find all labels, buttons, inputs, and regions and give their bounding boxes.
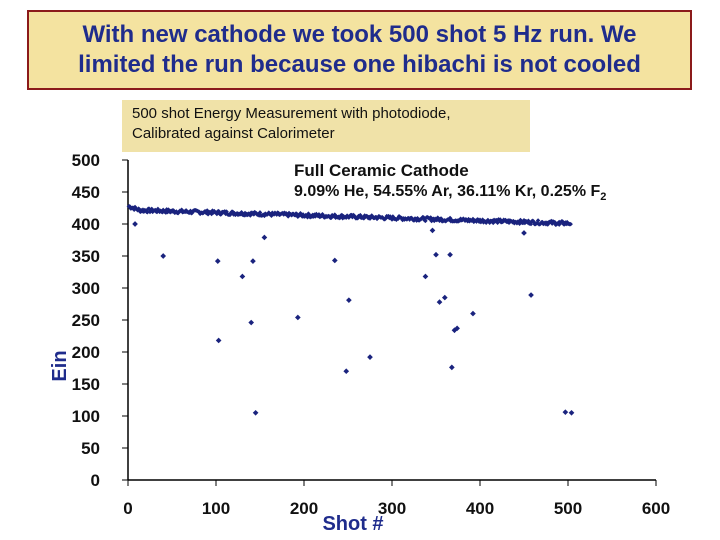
outlier-point bbox=[429, 227, 436, 234]
outlier-point bbox=[422, 273, 429, 280]
y-tick-label: 350 bbox=[72, 247, 100, 266]
outlier-point bbox=[331, 257, 338, 264]
caption-line-2: Calibrated against Calorimeter bbox=[132, 125, 335, 142]
outlier-point bbox=[449, 364, 455, 371]
x-tick-label: 100 bbox=[202, 499, 230, 518]
main-energy-series bbox=[126, 204, 573, 228]
outlier-point bbox=[528, 292, 534, 298]
outlier-point bbox=[454, 325, 460, 332]
y-tick-label: 300 bbox=[72, 279, 100, 298]
y-axis-label: Ein bbox=[49, 350, 71, 381]
x-tick-label: 600 bbox=[642, 499, 670, 518]
chart-ticks: 0 50 100 150 200 250 300 350 400 450 500 0 100 200 300… bbox=[72, 151, 671, 518]
y-tick-label: 500 bbox=[72, 151, 100, 170]
y-tick-label: 100 bbox=[72, 407, 100, 426]
outlier-point bbox=[160, 253, 167, 259]
outlier-point bbox=[346, 297, 352, 303]
slide-title: With new cathode we took 500 shot 5 Hz r… bbox=[27, 10, 692, 90]
outlier-point bbox=[250, 258, 256, 264]
slide-title-line-1: With new cathode we took 500 shot 5 Hz r… bbox=[82, 21, 637, 48]
outlier-point bbox=[441, 294, 448, 301]
y-tick-label: 150 bbox=[72, 375, 100, 394]
x-tick-label: 400 bbox=[466, 499, 494, 518]
outlier-point bbox=[470, 310, 476, 317]
annotation-cathode: Full Ceramic Cathode bbox=[294, 161, 469, 180]
outlier-point bbox=[132, 221, 138, 227]
outlier-point bbox=[248, 319, 255, 326]
outlier-point bbox=[447, 251, 453, 258]
outlier-point bbox=[343, 368, 350, 375]
chart-axes bbox=[127, 160, 656, 481]
outlier-point bbox=[562, 409, 569, 415]
outlier-point bbox=[568, 409, 575, 416]
outlier-point bbox=[252, 409, 259, 416]
outlier-point bbox=[261, 234, 268, 241]
x-tick-label: 500 bbox=[554, 499, 582, 518]
x-tick-label: 200 bbox=[290, 499, 318, 518]
x-tick-label: 0 bbox=[123, 499, 132, 518]
annotation-gas-mix: 9.09% He, 54.55% Ar, 36.11% Kr, 0.25% F2 bbox=[294, 183, 606, 203]
outlier-point bbox=[239, 273, 246, 280]
annotation-gas-mix-text: 9.09% He, 54.55% Ar, 36.11% Kr, 0.25% F bbox=[294, 183, 600, 200]
slide-title-line-2: limited the run because one hibachi is n… bbox=[78, 51, 641, 78]
measurement-caption: 500 shot Energy Measurement with photodi… bbox=[122, 100, 530, 152]
y-tick-label: 50 bbox=[81, 439, 100, 458]
outlier-point bbox=[436, 299, 443, 305]
x-axis-label: Shot # bbox=[322, 513, 383, 535]
y-tick-label: 450 bbox=[72, 183, 100, 202]
y-tick-label: 200 bbox=[72, 343, 100, 362]
outlier-point bbox=[215, 337, 222, 344]
outlier-points bbox=[132, 221, 575, 416]
outlier-point bbox=[295, 314, 301, 321]
y-tick-label: 0 bbox=[91, 471, 100, 490]
annotation-gas-subscript: 2 bbox=[600, 191, 606, 203]
outlier-point bbox=[521, 230, 527, 236]
outlier-point bbox=[214, 258, 221, 264]
y-tick-label: 400 bbox=[72, 215, 100, 234]
outlier-point bbox=[367, 354, 373, 360]
caption-line-1: 500 shot Energy Measurement with photodi… bbox=[132, 105, 451, 122]
x-tick-label: 300 bbox=[378, 499, 406, 518]
shot-point bbox=[423, 218, 428, 224]
outlier-point bbox=[433, 251, 439, 258]
y-tick-label: 250 bbox=[72, 311, 100, 330]
outlier-point bbox=[556, 221, 563, 227]
